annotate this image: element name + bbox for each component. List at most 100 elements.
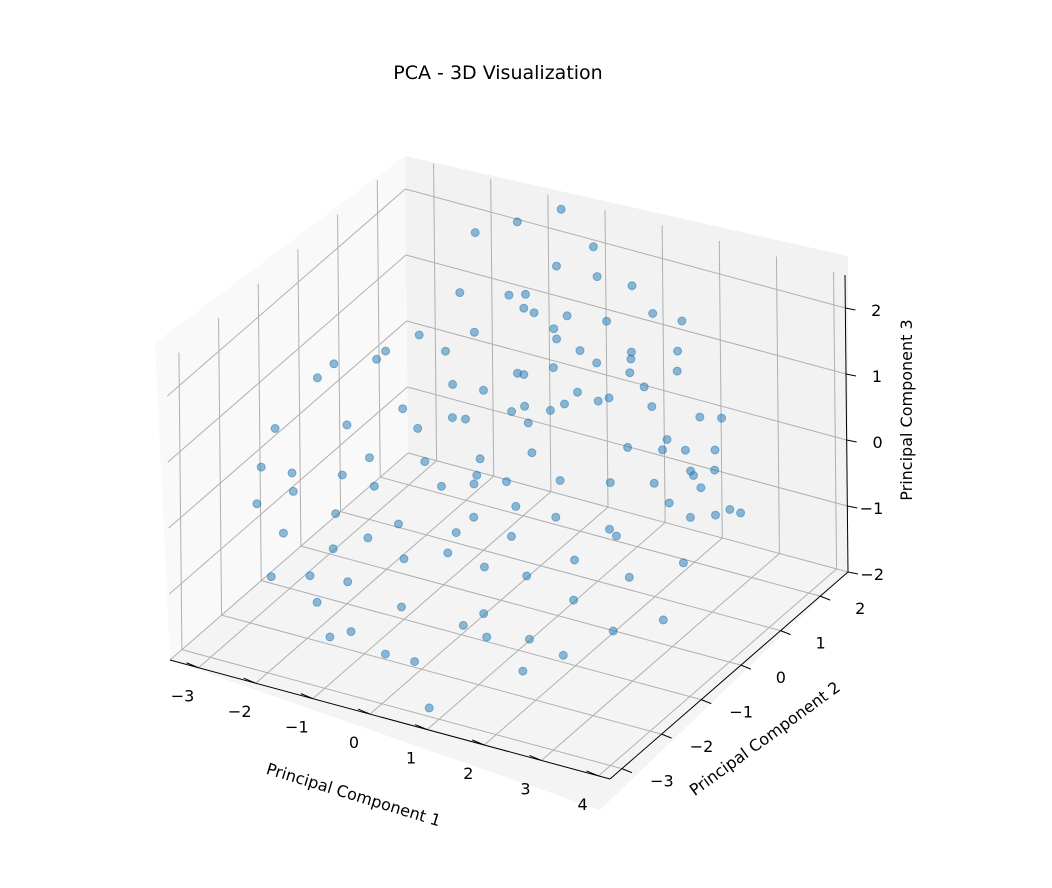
z-tick-mark [847,571,859,575]
scatter-point [626,354,636,364]
scatter-point [696,483,706,493]
x-axis-label: Principal Component 1 [264,759,443,830]
scatter-point [469,479,479,489]
scatter-point [479,609,489,619]
scatter-point [695,412,705,422]
y-tick-mark [661,733,672,739]
scatter-point [343,577,353,587]
scatter-point [677,316,687,326]
scatter-point [472,470,482,480]
scatter-point [551,512,561,522]
x-gridline-back [661,225,666,523]
scatter-point [420,457,430,467]
z-gridline-left [169,452,409,661]
scatter-point [555,476,565,485]
scatter-point [372,354,382,364]
z-gridline-back [405,188,846,309]
scatter-point [410,657,420,667]
scatter-point [592,358,602,368]
scatter-point [397,602,406,612]
y-gridline-floor [300,545,742,666]
y-tick-label: −1 [729,703,753,722]
scatter-point [399,554,409,564]
scatter-point [414,330,424,340]
scatter-point [329,359,339,369]
y-gridline-left [376,180,381,478]
y-gridline-left [297,249,302,547]
scatter-point [266,572,276,582]
x-tick-label: 4 [577,795,587,814]
x-gridline-floor [426,522,666,730]
scatter-point [512,217,522,227]
scatter-point [469,512,479,522]
scatter-point [689,471,698,480]
scatter-point [312,597,322,607]
z-axis-label: Principal Component 3 [897,319,916,500]
scatter-point [627,281,637,291]
scatter-point [529,308,539,318]
z-axis-line [844,274,849,573]
scatter-point [511,501,521,511]
left-pane [155,156,408,660]
scatter-point [685,512,695,522]
z-tick-mark [846,439,857,443]
scatter-point [337,470,347,480]
scatter-point [447,413,457,423]
floor-pane [170,453,848,810]
scatter-point [458,620,468,630]
scatter-point [611,531,621,541]
z-gridline-left [169,386,408,595]
scatter-point [443,548,453,558]
scatter-point [624,572,634,582]
scatter-point [455,288,465,298]
scatter-point [461,414,470,424]
scatter-point [270,424,280,433]
z-tick-label: −1 [860,499,884,518]
y-gridline-left [218,318,223,616]
x-tick-label: 1 [406,749,416,768]
x-tick-mark [472,739,485,746]
scatter-point [413,423,423,433]
x-gridline-back [490,179,495,477]
x-gridline-back [833,271,838,569]
y-gridline-floor [261,580,702,701]
x-tick-label: −2 [228,702,252,721]
x-tick-mark [529,754,542,761]
scatter-point [623,442,633,452]
z-tick-mark [845,307,856,311]
scatter-point [278,528,288,538]
y-tick-label: −3 [650,772,674,791]
scatter-point [424,703,434,713]
z-gridline-left [168,320,407,529]
x-axis-line [169,659,611,780]
z-tick-label: 1 [872,367,882,386]
z-tick-mark [845,373,857,377]
scatter-point [560,399,569,409]
scatter-point [287,468,297,478]
scatter-point [504,290,514,300]
y-axis-line [609,571,849,780]
scatter-point [588,242,598,252]
scatter-point [710,445,720,455]
scatter-point [394,519,403,529]
scatter-point [680,445,690,455]
x-gridline-floor [255,475,495,684]
axis-lines [169,274,859,780]
y-gridline-floor [181,649,623,770]
x-tick-mark [586,770,599,777]
scatter-point [552,334,562,344]
x-gridline-floor [369,506,609,715]
scatter-point [346,627,356,637]
scatter-point [711,510,720,520]
scatter-point [639,382,649,392]
scatter-point [369,481,379,491]
scatter-point [736,508,746,518]
x-gridline-floor [541,553,780,761]
y-gridline-left [337,214,342,512]
scatter-point [678,558,688,568]
y-tick-mark [740,664,752,670]
z-gridline-back [406,320,847,441]
z-gridline-left [167,188,406,397]
scatter-point [658,445,667,455]
y-gridline-floor [340,511,781,632]
